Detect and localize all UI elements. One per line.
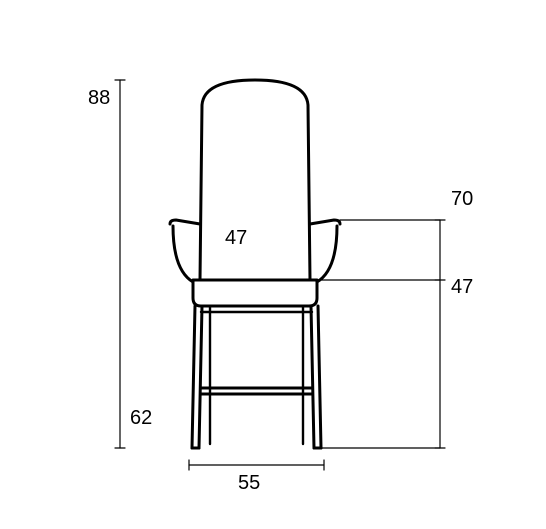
dim-seat-height: 47 — [451, 276, 473, 299]
dim-overall-width: 55 — [238, 472, 260, 495]
dim-62: 62 — [130, 407, 152, 430]
dim-armrest-height: 70 — [451, 188, 473, 211]
dim-overall-height: 88 — [88, 87, 110, 110]
chair-dimension-diagram — [0, 0, 546, 529]
dim-seat-width: 47 — [225, 227, 247, 250]
